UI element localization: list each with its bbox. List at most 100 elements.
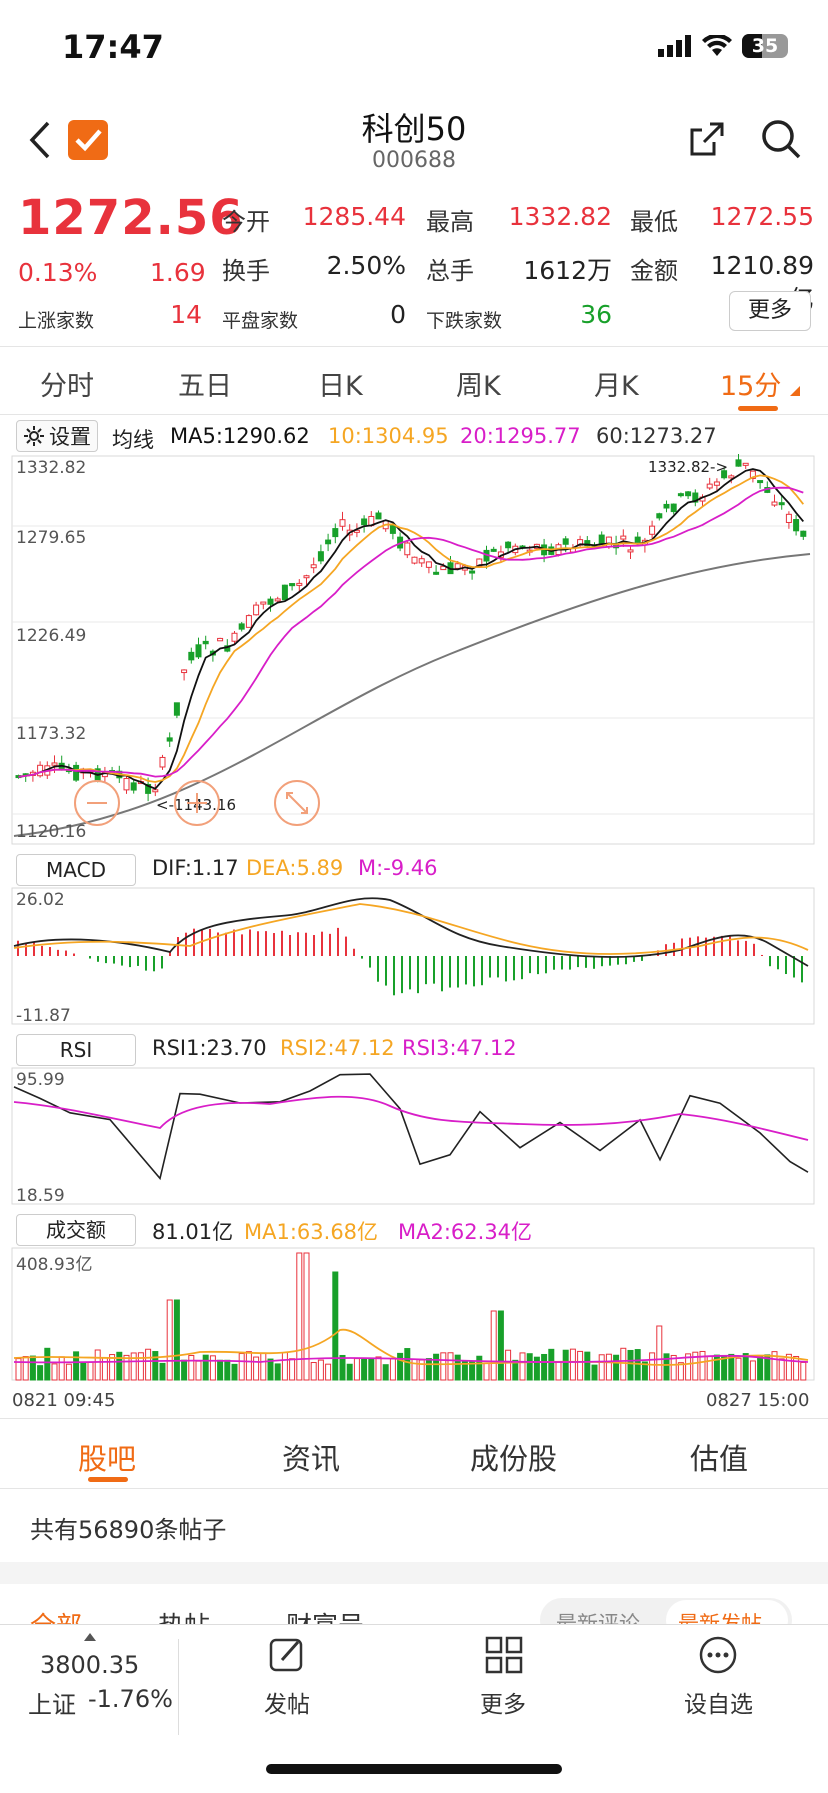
section-divider	[0, 1562, 828, 1584]
volume-selector[interactable]: 成交额	[16, 1214, 136, 1246]
settings-label: 设置	[49, 425, 91, 449]
rsi-y-top: 95.99	[16, 1070, 65, 1090]
index-value[interactable]: 3800.35	[40, 1651, 140, 1679]
filter-fortune[interactable]: 财富号	[286, 1606, 364, 1624]
status-time: 17:47	[62, 28, 164, 66]
macd-y-bottom: -11.87	[16, 1006, 71, 1026]
sort-latest-post-pill: 最新发帖	[666, 1600, 788, 1624]
low-value: 1272.55	[710, 202, 814, 231]
kline-y-top: 1332.82	[16, 458, 87, 478]
wifi-icon	[702, 35, 732, 56]
tab-dropdown-icon[interactable]	[790, 386, 800, 396]
watchlist-check-icon[interactable]	[68, 120, 108, 160]
tab-intraday[interactable]: 分时	[40, 371, 94, 402]
ellipsis-circle-icon[interactable]	[698, 1635, 738, 1675]
grid-more-icon[interactable]	[484, 1635, 524, 1675]
up-count: 14	[170, 300, 202, 329]
home-indicator	[266, 1764, 562, 1774]
macd-dif: DIF:1.17	[152, 856, 239, 880]
macd-chart	[11, 887, 815, 1025]
tab-weekly-k[interactable]: 周K	[456, 371, 501, 402]
ma10-value: 10:1304.95	[328, 424, 449, 448]
macd-selector[interactable]: MACD	[16, 854, 136, 886]
more-button[interactable]: 更多	[480, 1692, 526, 1718]
volume-y-top: 408.93亿	[16, 1255, 93, 1275]
volume-value: 1612万	[523, 256, 612, 285]
volume-chart	[11, 1247, 815, 1381]
more-quote-button[interactable]: 更多	[729, 291, 811, 331]
tab-valuation[interactable]: 估值	[690, 1442, 749, 1476]
current-price: 1272.56	[18, 190, 244, 246]
macd-dea: DEA:5.89	[246, 856, 344, 880]
post-button[interactable]: 发帖	[264, 1692, 310, 1718]
battery-icon: 35	[742, 34, 788, 58]
sort-toggle: 最新评论 最新发帖	[540, 1598, 792, 1624]
flat-count-label: 平盘家数	[222, 310, 299, 332]
turnover-label: 换手	[222, 257, 270, 285]
high-label: 最高	[426, 208, 474, 236]
low-label: 最低	[630, 208, 678, 236]
open-value: 1285.44	[302, 202, 406, 231]
volume-ma2: MA2:62.34亿	[398, 1220, 533, 1244]
down-count: 36	[580, 300, 612, 329]
edit-post-icon[interactable]	[268, 1635, 308, 1675]
rsi2-value: RSI2:47.12	[280, 1036, 395, 1060]
post-filter-bar: 全部 热帖 财富号 最新评论 最新发帖	[0, 1584, 828, 1624]
settings-button[interactable]: 设置	[16, 420, 98, 452]
kline-y-4: 1173.32	[16, 724, 87, 744]
rsi-chart	[11, 1067, 815, 1205]
high-value: 1332.82	[508, 202, 612, 231]
macd-m: M:-9.46	[358, 856, 438, 880]
index-label: 上证	[28, 1691, 76, 1719]
stock-code: 000688	[372, 148, 456, 173]
add-watchlist-button[interactable]: 设自选	[684, 1692, 753, 1718]
tab-monthly-k[interactable]: 月K	[594, 371, 639, 402]
rsi-selector[interactable]: RSI	[16, 1034, 136, 1066]
volume-amount: 81.01亿	[152, 1220, 234, 1244]
sort-latest-comment[interactable]: 最新评论	[556, 1612, 640, 1624]
tab-news[interactable]: 资讯	[282, 1442, 341, 1476]
volume-label: 总手	[426, 257, 474, 285]
up-count-label: 上涨家数	[18, 310, 95, 332]
tab-constituents[interactable]: 成份股	[470, 1442, 558, 1476]
sort-latest-post[interactable]: 最新发帖	[678, 1612, 762, 1624]
kline-chart[interactable]	[0, 454, 828, 850]
page-title: 科创50	[361, 110, 467, 148]
ma5-value: MA5:1290.62	[170, 424, 310, 448]
share-icon[interactable]	[686, 118, 728, 160]
kline-y-3: 1226.49	[16, 626, 87, 646]
macd-y-top: 26.02	[16, 890, 65, 910]
filter-hot[interactable]: 热帖	[158, 1606, 210, 1624]
search-icon[interactable]	[760, 118, 802, 160]
status-icons: 35	[658, 34, 788, 58]
rsi1-value: RSI1:23.70	[152, 1036, 267, 1060]
time-axis-start: 0821 09:45	[12, 1390, 116, 1411]
tab-daily-k[interactable]: 日K	[318, 371, 363, 402]
ma60-value: 60:1273.27	[596, 424, 717, 448]
caret-up-icon	[84, 1633, 96, 1641]
kline-high-marker: 1332.82->	[648, 458, 729, 476]
gear-icon	[24, 426, 44, 446]
rsi-y-bottom: 18.59	[16, 1186, 65, 1206]
post-count: 共有56890条帖子	[30, 1516, 227, 1544]
time-axis-end: 0827 15:00	[706, 1390, 810, 1411]
change-pct: 0.13%	[18, 258, 98, 287]
battery-level: 35	[751, 35, 779, 57]
zoom-in-icon[interactable]	[174, 780, 220, 826]
back-icon[interactable]	[28, 120, 52, 160]
bottom-tab-underline	[88, 1477, 128, 1482]
zoom-out-icon[interactable]	[74, 780, 120, 826]
turnover-value: 2.50%	[326, 251, 406, 280]
filter-all[interactable]: 全部	[30, 1606, 82, 1624]
index-change: -1.76%	[88, 1685, 173, 1713]
change-value: 1.69	[150, 258, 206, 287]
flat-count: 0	[390, 300, 406, 329]
open-label: 今开	[222, 208, 270, 236]
fullscreen-icon[interactable]	[274, 780, 320, 826]
tab-five-day[interactable]: 五日	[178, 371, 232, 402]
tab-active-underline	[738, 406, 778, 411]
tab-guba[interactable]: 股吧	[78, 1442, 137, 1476]
ma20-value: 20:1295.77	[460, 424, 581, 448]
tab-15min[interactable]: 15分	[720, 371, 782, 402]
down-count-label: 下跌家数	[426, 310, 503, 332]
